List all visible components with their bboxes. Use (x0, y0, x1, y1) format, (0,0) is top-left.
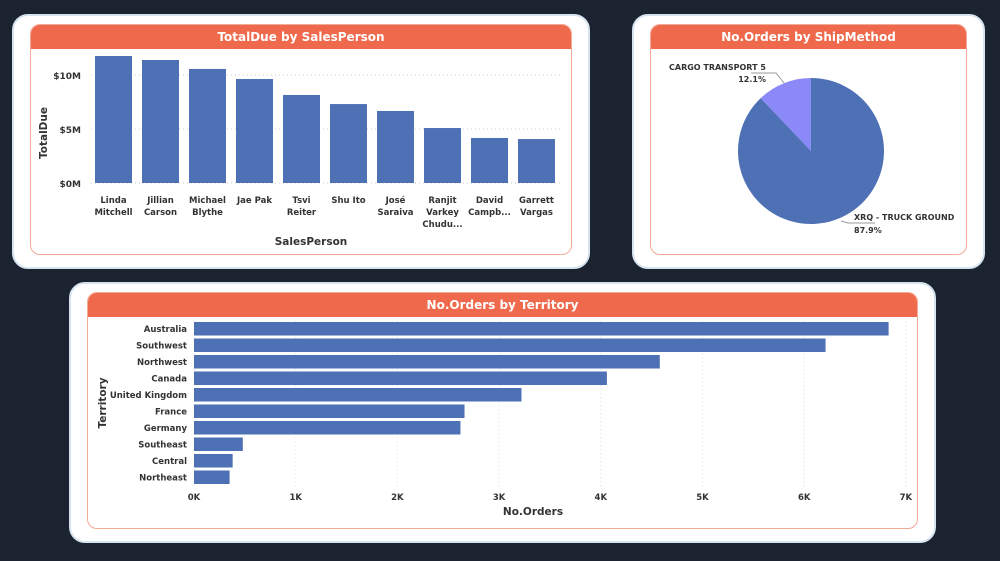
x-axis-title: SalesPerson (275, 236, 348, 248)
salesperson-bar-chart: $0M $5M $10M Linda Mitchell Jillian Carson Mich… (38, 55, 561, 248)
bar (471, 137, 508, 183)
bar (194, 355, 660, 369)
bar (189, 68, 226, 183)
slice-label: CARGO TRANSPORT 5 (669, 63, 766, 72)
y-tick-label: Central (152, 457, 187, 467)
bar (194, 454, 233, 468)
x-tick-label: Reiter (287, 208, 317, 218)
bar (283, 94, 320, 183)
y-tick-label: $10M (53, 72, 81, 82)
x-tick-label: 3K (493, 493, 506, 503)
x-tick-label: Campb... (468, 208, 511, 218)
x-tick-label: Blythe (192, 208, 223, 218)
y-tick-label: $5M (60, 126, 82, 136)
x-tick-label: Mitchell (94, 208, 132, 218)
y-tick-label: Southwest (136, 342, 187, 352)
bar (194, 404, 465, 418)
x-tick-label: Carson (144, 208, 177, 218)
slice-percent: 12.1% (738, 75, 766, 84)
x-tick-label: Jae Pak (236, 196, 272, 206)
x-tick-label: Linda (100, 196, 126, 206)
slice-label: XRQ - TRUCK GROUND (854, 213, 955, 222)
x-tick-label: Ranjit (428, 196, 456, 206)
chart-title: No.Orders by Territory (88, 293, 917, 317)
x-tick-label: 5K (696, 493, 709, 503)
y-tick-label: Australia (144, 325, 188, 335)
bar (377, 110, 414, 183)
x-tick-label: José (385, 195, 406, 206)
x-axis-title: No.Orders (503, 506, 563, 518)
bar (194, 322, 889, 336)
x-tick-label: Michael (189, 196, 226, 206)
shipmethod-card: No.Orders by ShipMethod XRQ - TRUCK GROU… (632, 14, 985, 269)
x-tick-label: 2K (391, 493, 404, 503)
slice-percent: 87.9% (854, 226, 882, 235)
x-tick-label: 4K (595, 493, 608, 503)
y-tick-label: United Kingdom (110, 391, 187, 401)
chart-title: TotalDue by SalesPerson (31, 25, 571, 49)
territory-bar-chart: 0K 1K 2K 3K 4K 5K 6K 7K Australia Southwest Northw… (97, 321, 913, 518)
shipmethod-pie-chart: XRQ - TRUCK GROUND 87.9% CARGO TRANSPORT 5… (669, 63, 955, 235)
x-tick-label: Varkey (426, 208, 459, 218)
x-tick-label: Vargas (520, 208, 553, 218)
y-axis-title: Territory (97, 377, 109, 428)
bar (142, 59, 179, 183)
pie-slice (760, 78, 811, 151)
x-tick-label: 0K (188, 493, 201, 503)
y-tick-label: Northeast (139, 474, 187, 484)
x-tick-label: 7K (900, 493, 913, 503)
x-tick-label: Tsvi (292, 196, 310, 206)
bar (518, 139, 555, 183)
x-tick-label: 6K (798, 493, 811, 503)
territory-card: No.Orders by Territory 0K 1K 2K 3K 4K 5K 6K 7K A… (69, 282, 936, 543)
y-tick-label: Northwest (137, 358, 187, 368)
leader-line (751, 72, 785, 84)
bar (194, 470, 230, 484)
bar (194, 421, 461, 435)
x-tick-label: Saraiva (378, 208, 414, 218)
chart-title: No.Orders by ShipMethod (651, 25, 966, 49)
y-axis-title: TotalDue (38, 107, 50, 159)
bar (194, 338, 826, 352)
y-tick-label: Germany (144, 424, 188, 434)
bar (236, 78, 273, 183)
x-tick-label: Jillian (146, 196, 174, 206)
salesperson-card: TotalDue by SalesPerson $0M $5M $10M Linda M… (12, 14, 590, 269)
leader-line (840, 220, 875, 224)
y-tick-label: France (155, 408, 187, 418)
x-tick-label: Shu Ito (331, 196, 365, 206)
bar (424, 128, 461, 183)
y-tick-label: Canada (151, 375, 187, 385)
bar (194, 388, 522, 402)
x-tick-label: Chudu... (422, 220, 462, 230)
x-tick-label: Garrett (519, 196, 554, 206)
x-tick-label: David (476, 196, 503, 206)
y-tick-label: Southeast (138, 441, 187, 451)
bar (194, 437, 243, 451)
bar (194, 371, 607, 385)
bar (95, 55, 132, 183)
x-tick-label: 1K (289, 493, 302, 503)
y-tick-label: $0M (60, 180, 82, 190)
bar (330, 104, 367, 183)
